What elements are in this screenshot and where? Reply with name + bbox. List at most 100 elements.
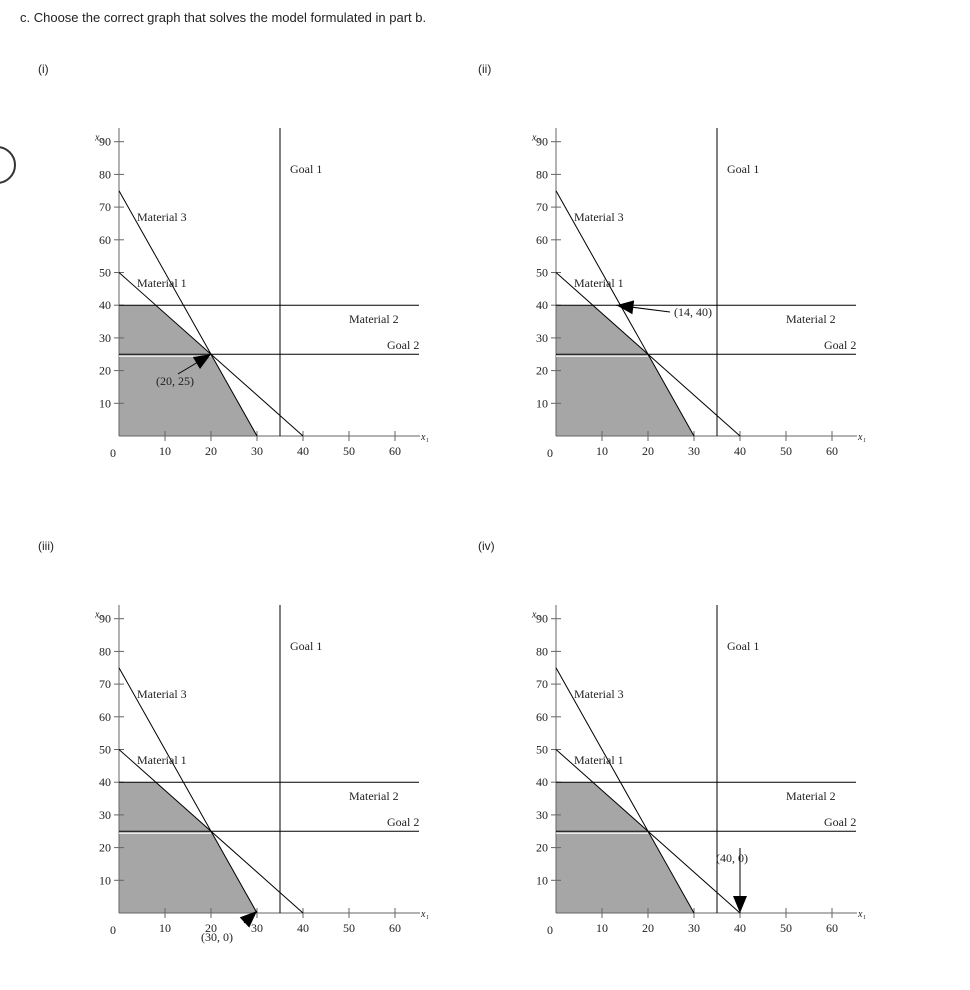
radio-button[interactable] bbox=[0, 146, 16, 184]
goal1-label: Goal 1 bbox=[290, 162, 322, 176]
y-tick-label: 10 bbox=[536, 873, 548, 887]
y-tick-label: 20 bbox=[536, 841, 548, 855]
y-tick-label: 50 bbox=[536, 743, 548, 757]
point-label: (14, 40) bbox=[674, 305, 712, 319]
y-tick-label: 20 bbox=[536, 364, 548, 378]
option-label-iv[interactable]: (iv) bbox=[478, 539, 495, 553]
option-label-iii[interactable]: (iii) bbox=[38, 539, 54, 553]
material3-label: Material 3 bbox=[137, 687, 187, 701]
y-tick-label: 60 bbox=[536, 233, 548, 247]
y-tick-label: 70 bbox=[536, 200, 548, 214]
y-axis-label: x₂ bbox=[531, 133, 540, 144]
x-axis-label: x₁ bbox=[857, 909, 866, 920]
y-tick-label: 70 bbox=[99, 200, 111, 214]
x-tick-label: 60 bbox=[826, 444, 838, 458]
material3-label: Material 3 bbox=[574, 687, 624, 701]
option-label-i[interactable]: (i) bbox=[38, 62, 49, 76]
origin-label: 0 bbox=[110, 923, 116, 937]
goal1-label: Goal 1 bbox=[727, 639, 759, 653]
y-tick-label: 10 bbox=[99, 873, 111, 887]
x-tick-label: 60 bbox=[389, 444, 401, 458]
x-tick-label: 40 bbox=[734, 921, 746, 935]
y-tick-label: 60 bbox=[536, 710, 548, 724]
option-label-ii[interactable]: (ii) bbox=[478, 62, 492, 76]
goal2-label: Goal 2 bbox=[387, 815, 419, 829]
feasible-region bbox=[119, 782, 257, 913]
x-tick-label: 40 bbox=[734, 444, 746, 458]
point-label: (30, 0) bbox=[201, 930, 233, 944]
material1-label: Material 1 bbox=[137, 753, 187, 767]
x-tick-label: 50 bbox=[343, 444, 355, 458]
x-tick-label: 20 bbox=[205, 921, 217, 935]
x-tick-label: 60 bbox=[826, 921, 838, 935]
feasible-region bbox=[119, 305, 257, 436]
y-tick-label: 80 bbox=[536, 644, 548, 658]
y-tick-label: 40 bbox=[536, 775, 548, 789]
x-tick-label: 40 bbox=[297, 444, 309, 458]
y-axis-label: x₂ bbox=[94, 133, 103, 144]
x-tick-label: 30 bbox=[688, 921, 700, 935]
graph-option-iv[interactable]: 10 20 30 40 50 60 10 20 30 40 50 60 70 80 90 0 x₁ x₂ Goal … bbox=[517, 597, 957, 957]
question-text: c. Choose the correct graph that solves … bbox=[20, 10, 427, 25]
point-arrow-head bbox=[192, 354, 211, 369]
goal2-label: Goal 2 bbox=[387, 338, 419, 352]
y-tick-label: 90 bbox=[99, 612, 111, 626]
x-tick-label: 30 bbox=[688, 444, 700, 458]
x-tick-label: 20 bbox=[205, 444, 217, 458]
y-tick-label: 40 bbox=[536, 298, 548, 312]
material3-line bbox=[118, 667, 258, 914]
graph-option-i[interactable]: 10 20 30 40 50 60 10 20 30 40 50 60 70 80 90 0 x₁ x₂ Goal … bbox=[80, 120, 520, 480]
material1-label: Material 1 bbox=[574, 276, 624, 290]
graph-option-ii[interactable]: 10 20 30 40 50 60 10 20 30 40 50 60 70 80 90 0 x₁ x₂ Goal … bbox=[517, 120, 957, 480]
material2-label: Material 2 bbox=[786, 312, 836, 326]
y-tick-label: 90 bbox=[99, 135, 111, 149]
material1-label: Material 1 bbox=[574, 753, 624, 767]
y-tick-label: 70 bbox=[99, 677, 111, 691]
x-tick-label: 50 bbox=[780, 444, 792, 458]
point-arrow-head bbox=[733, 896, 747, 913]
origin-label: 0 bbox=[110, 446, 116, 460]
y-axis-label: x₂ bbox=[94, 610, 103, 621]
y-axis-label: x₂ bbox=[531, 610, 540, 621]
feasible-region bbox=[556, 305, 694, 436]
x-tick-label: 60 bbox=[389, 921, 401, 935]
y-tick-label: 70 bbox=[536, 677, 548, 691]
goal1-label: Goal 1 bbox=[727, 162, 759, 176]
x-axis-label: x₁ bbox=[420, 909, 429, 920]
material3-label: Material 3 bbox=[574, 210, 624, 224]
y-tick-label: 60 bbox=[99, 233, 111, 247]
y-tick-label: 30 bbox=[536, 808, 548, 822]
y-tick-label: 50 bbox=[536, 266, 548, 280]
material3-line bbox=[555, 190, 695, 437]
x-tick-label: 30 bbox=[251, 921, 263, 935]
graph-option-iii[interactable]: 10 20 30 40 50 60 10 20 30 40 50 60 70 80 90 0 x₁ x₂ Goal … bbox=[80, 597, 520, 957]
y-tick-label: 30 bbox=[99, 331, 111, 345]
material2-label: Material 2 bbox=[349, 312, 399, 326]
goal1-label: Goal 1 bbox=[290, 639, 322, 653]
y-tick-label: 40 bbox=[99, 775, 111, 789]
x-tick-label: 10 bbox=[596, 921, 608, 935]
y-tick-label: 20 bbox=[99, 364, 111, 378]
y-tick-label: 10 bbox=[99, 396, 111, 410]
y-tick-label: 80 bbox=[99, 644, 111, 658]
origin-label: 0 bbox=[547, 446, 553, 460]
y-tick-label: 10 bbox=[536, 396, 548, 410]
x-tick-label: 50 bbox=[343, 921, 355, 935]
x-tick-label: 20 bbox=[642, 444, 654, 458]
y-tick-label: 80 bbox=[536, 167, 548, 181]
goal2-label: Goal 2 bbox=[824, 815, 856, 829]
material2-label: Material 2 bbox=[786, 789, 836, 803]
feasible-region bbox=[556, 782, 694, 913]
origin-label: 0 bbox=[547, 923, 553, 937]
y-tick-label: 50 bbox=[99, 743, 111, 757]
y-tick-label: 50 bbox=[99, 266, 111, 280]
material3-line bbox=[118, 190, 258, 437]
y-tick-label: 80 bbox=[99, 167, 111, 181]
y-tick-label: 60 bbox=[99, 710, 111, 724]
y-tick-label: 30 bbox=[536, 331, 548, 345]
x-tick-label: 50 bbox=[780, 921, 792, 935]
x-tick-label: 10 bbox=[159, 921, 171, 935]
x-axis-label: x₁ bbox=[420, 432, 429, 443]
material3-line bbox=[555, 667, 695, 914]
x-tick-label: 40 bbox=[297, 921, 309, 935]
